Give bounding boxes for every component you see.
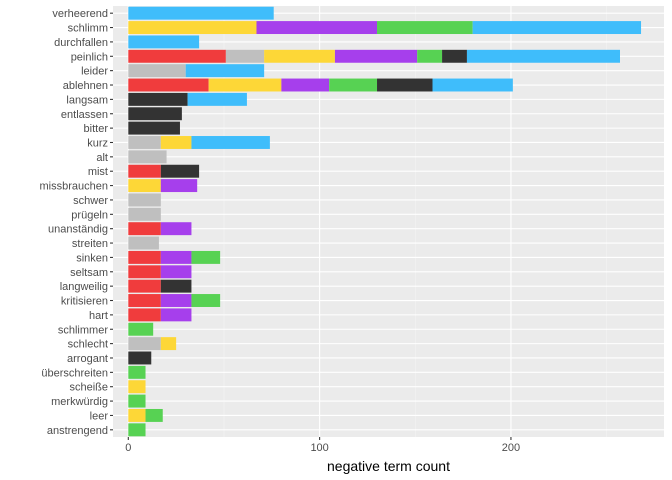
bar-segment (442, 49, 467, 63)
y-tick-label: merkwürdig (51, 396, 108, 408)
bar-segment (128, 121, 180, 135)
y-tick-label: überschreiten (41, 367, 108, 379)
bar-segment (160, 222, 192, 236)
bar-segment (128, 380, 146, 394)
bar-segment (466, 49, 620, 63)
y-tick-label: alt (96, 152, 108, 164)
bar-segment (377, 21, 473, 35)
bar-segment (185, 64, 265, 78)
y-tick-label: leer (90, 410, 109, 422)
bar-segment (256, 21, 378, 35)
bars (128, 6, 642, 437)
x-axis-tick-labels: 0 100 200 (125, 437, 520, 454)
bar-segment (160, 279, 192, 293)
y-tick-label: schlimm (68, 23, 108, 35)
y-tick-label: langweilig (60, 281, 108, 293)
plot-panel (113, 6, 664, 437)
bar-segment (128, 35, 200, 49)
bar-segment (191, 294, 221, 307)
bar-segment (128, 337, 161, 351)
bar-segment (128, 193, 161, 207)
bar-segment (128, 179, 161, 193)
y-tick-label: prügeln (71, 209, 108, 221)
bar-segment (128, 49, 226, 63)
bar-segment (417, 49, 443, 63)
bar-segment (128, 78, 209, 92)
bar-segment (128, 394, 146, 408)
bar-segment (128, 322, 154, 336)
bar-segment (128, 279, 161, 293)
bar-segment (128, 107, 182, 121)
y-tick-label: unanständig (48, 224, 108, 236)
bar-segment (160, 308, 192, 322)
x-tick-label: 0 (125, 442, 131, 454)
bar-segment (128, 408, 146, 422)
y-tick-label: kurz (87, 137, 108, 149)
bar-segment (208, 78, 282, 92)
bar-segment (128, 136, 161, 149)
bar-segment (128, 164, 161, 178)
y-tick-label: sinken (76, 252, 108, 264)
bar-segment (128, 423, 146, 437)
bar-segment (281, 78, 330, 92)
y-tick-label: peinlich (71, 51, 108, 63)
bar-segment (225, 49, 265, 63)
bar-segment (128, 365, 146, 379)
y-tick-label: verheerend (52, 8, 108, 20)
bar-segment (128, 250, 161, 264)
y-tick-label: durchfallen (54, 37, 108, 49)
bar-segment (264, 49, 335, 63)
bar-segment (329, 78, 378, 92)
y-tick-label: missbrauchen (40, 181, 108, 193)
bar-segment (160, 250, 192, 264)
bar-segment (128, 64, 186, 78)
bar-segment (128, 236, 159, 250)
bar-segment (334, 49, 418, 63)
bar-segment (128, 21, 257, 35)
bar-segment (160, 179, 198, 193)
bar-segment (128, 92, 188, 106)
x-axis-title: negative term count (327, 458, 450, 474)
bar-segment (160, 265, 192, 279)
bar-segment (128, 222, 161, 236)
x-tick-label: 200 (502, 442, 520, 454)
y-tick-label: anstrengend (47, 425, 108, 437)
y-tick-label: schlimmer (58, 324, 108, 336)
y-tick-label: entlassen (61, 109, 108, 121)
bar-segment (472, 21, 642, 35)
y-tick-label: langsam (66, 94, 108, 106)
y-tick-label: schlecht (68, 339, 108, 351)
bar-segment (432, 78, 513, 92)
y-tick-label: bitter (84, 123, 109, 135)
x-tick-label: 100 (310, 442, 328, 454)
bar-segment (128, 351, 152, 365)
y-axis-tick-labels: verheerend schlimm durchfallen peinlich leid… (40, 8, 113, 437)
bar-segment (128, 294, 161, 307)
bar-segment (160, 337, 177, 351)
y-tick-label: streiten (72, 238, 108, 250)
bar-segment (160, 294, 192, 307)
bar-segment (145, 408, 163, 422)
bar-segment (160, 164, 200, 178)
bar-segment (128, 308, 161, 322)
y-tick-label: hart (89, 310, 108, 322)
y-tick-label: scheiße (69, 382, 108, 394)
bar-segment (191, 250, 221, 264)
y-tick-label: arrogant (67, 353, 108, 365)
bar-segment (128, 150, 167, 164)
bar-segment (187, 92, 247, 106)
y-tick-label: kritisieren (61, 296, 108, 308)
bar-segment (160, 136, 192, 149)
bar-segment (191, 136, 270, 149)
bar-segment (128, 6, 274, 20)
bar-segment (128, 207, 161, 221)
y-tick-label: seltsam (70, 267, 108, 279)
y-tick-label: leider (81, 66, 108, 78)
y-tick-label: mist (88, 166, 108, 178)
bar-segment (377, 78, 433, 92)
bar-segment (128, 265, 161, 279)
y-tick-label: schwer (73, 195, 108, 207)
y-tick-label: ablehnen (63, 80, 108, 92)
